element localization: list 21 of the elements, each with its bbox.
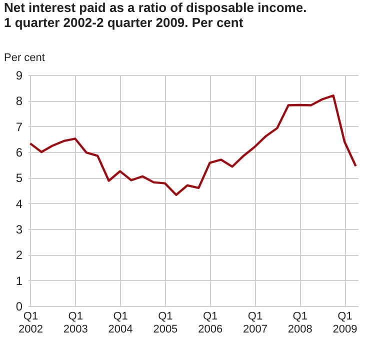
x-tick-label: Q1 2009 [332,310,358,336]
line-series [29,94,357,196]
y-tick-label: 5 [16,171,23,186]
y-tick-label: 4 [16,196,23,211]
y-tick-label: 8 [16,94,23,108]
y-tick-label: 9 [16,68,23,82]
y-tick-label: 7 [16,120,23,134]
x-tick-label: Q1 2004 [108,310,133,336]
x-tick-label: Q1 2007 [242,310,268,336]
y-tick-label: 1 [16,274,23,288]
x-tick-label: Q1 2002 [18,310,43,336]
y-tick-label: 0 [16,300,23,314]
y-tick-label: 6 [16,146,23,160]
y-tick-label: 3 [16,222,23,236]
chart-title: Net interest paid as a ratio of disposable income. 1 quarter 2002-2 quarter 2009. Per cent [4,0,307,30]
y-tick-label: 2 [16,248,23,262]
y-axis-title: Per cent [4,52,45,64]
x-tick-label: Q1 2003 [63,310,88,336]
x-tick-label: Q1 2006 [198,310,223,336]
x-tick-label: Q1 2008 [288,310,312,336]
x-tick-label: Q1 2005 [153,310,178,336]
